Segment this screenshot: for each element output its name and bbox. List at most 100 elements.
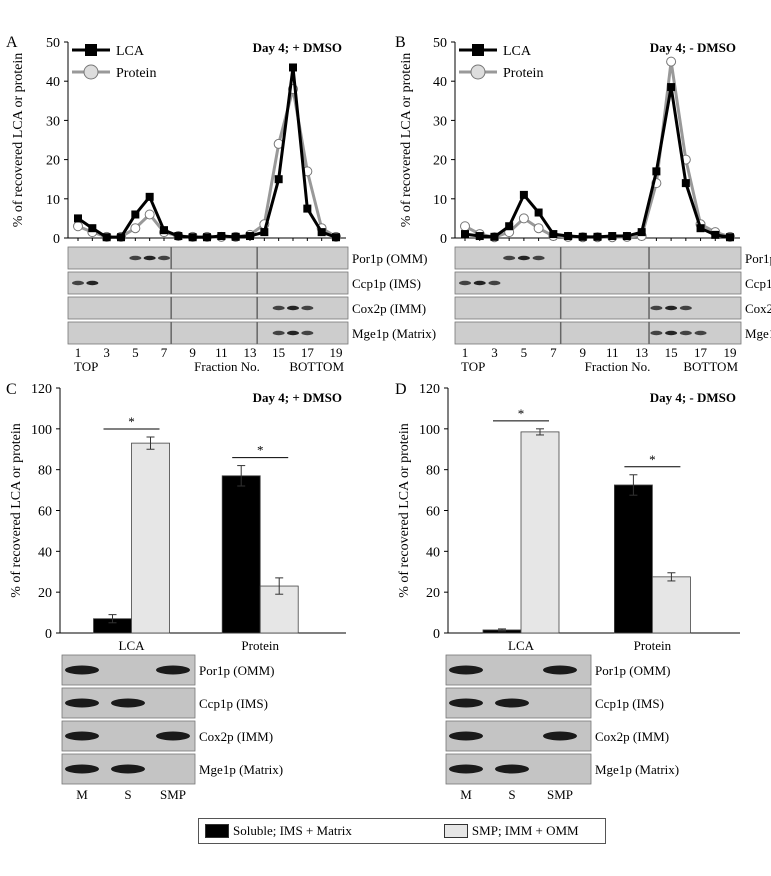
panel-a-letter: A [6,34,18,51]
panel-b-blot-label: Ccp1p (IMS) [745,276,771,291]
panel-a-point-lca [117,233,125,242]
panel-b-bottom-label: BOTTOM [683,359,738,374]
panel-d-blot-band [449,698,483,708]
panel-a-blot-label: Por1p (OMM) [352,251,427,266]
panel-b-point-lca [519,190,528,199]
panel-a-bottom-label: BOTTOM [289,359,344,374]
panel-c-ytick-label: 60 [38,505,52,520]
panel-b-fraction-number: 9 [580,345,587,360]
panel-b-point-lca [490,232,499,241]
panel-c-significance-star: * [257,443,264,458]
panel-d-blot-band [495,764,529,774]
panel-a-point-lca [231,232,240,241]
panel-b-blot-strip [454,321,742,345]
panel-a-blot-band [272,330,285,336]
panel-c-ytick-label: 40 [38,545,52,560]
panel-a-fraction-number: 19 [330,345,343,360]
panel-a-blot-strip [67,246,349,270]
panel-a-legend-label: LCA [116,44,145,59]
panel-a-blot-band [72,280,84,286]
panel-b-point-lca [637,228,646,237]
panel-b-point-lca [534,208,543,217]
legend-swatch-soluble [205,824,229,838]
panel-c-blot-band [156,731,190,741]
panel-b-point-protein [460,221,470,232]
panel-a-point-lca [174,232,183,241]
panel-b-fraction-number: 19 [724,345,737,360]
panel-a-blot-band [301,305,314,311]
panel-b-fraction-number: 7 [550,345,557,360]
panel-a-point-lca [260,228,269,237]
panel-b-blot-band [679,305,692,311]
panel-a-blot-band [301,330,314,336]
panel-b-point-lca [608,232,617,241]
panel-b-blot-band [650,305,663,311]
panel-d-ytick-label: 60 [426,505,440,520]
panel-c-lane-label: SMP [160,787,186,802]
panel-a-blot-strip [67,271,349,295]
panel-d-blot-band [449,665,483,675]
panel-d-ylabel: % of recovered LCA or protein [397,423,412,598]
panel-b-blot-band [679,330,692,336]
panel-c-lane-label: S [124,787,131,802]
panel-b-fraction-number: 1 [462,345,469,360]
panel-a-blot-band [287,330,299,336]
panel-a-point-lca [88,224,97,233]
panel-b-ytick-label: 20 [433,154,447,169]
panel-b-fraction-number: 15 [665,345,678,360]
panel-a-fraction-number: 5 [132,345,139,360]
panel-d-lane-label: S [508,787,515,802]
panel-d-lane-label: M [460,787,472,802]
panel-a-fraction-number: 9 [189,345,196,360]
panel-d-ytick-label: 120 [419,382,440,397]
panel-b-fraction-number: 17 [694,345,708,360]
panel-a-ylabel: % of recovered LCA or protein [11,53,26,228]
panel-b-blot-band [665,330,678,336]
panel-c-blot-band [111,698,145,708]
panel-c-blot-label: Cox2p (IMM) [199,729,273,744]
legend-label-smp: SMP; IMM + OMM [471,823,579,838]
panel-a-legend-marker [85,44,97,56]
panel-d-category-label: LCA [508,638,535,653]
panel-a-ytick-label: 10 [46,193,60,208]
panel-c-bar [131,442,170,634]
panel-b-blot-band [650,330,663,336]
panel-b-blot-band [503,255,516,261]
panel-a-blot-label: Mge1p (Matrix) [352,326,436,341]
panel-c-significance-star: * [128,414,135,429]
panel-a-fraction-number: 1 [75,345,82,360]
panel-a-point-lca [102,233,111,242]
panel-b-blot-band [473,280,486,286]
panel-b-point-lca [711,230,720,239]
panel-d-letter: D [395,381,407,398]
panel-d-bar [520,431,560,634]
panel-c-blot-label: Mge1p (Matrix) [199,762,283,777]
panel-c-ytick-label: 0 [45,627,52,642]
panel-b-top-label: TOP [461,359,485,374]
panel-d-blot-band [449,764,483,774]
panel-c-blot-band [65,665,99,675]
panel-d-significance-star: * [649,452,656,467]
panel-b-point-lca [564,232,573,241]
panel-d-category-label: Protein [634,638,672,653]
panel-a-point-lca [145,192,154,201]
panel-a-blot-band [86,280,99,286]
panel-b-blot-band [517,255,530,261]
panel-d-ytick-label: 80 [426,464,440,479]
panel-b-xlabel: Fraction No. [585,359,651,374]
panel-d-ytick-label: 100 [419,423,440,438]
panel-a-blot-band [143,255,156,261]
panel-b-ytick-label: 0 [440,232,447,247]
panel-b-blot-band [459,280,471,286]
panel-c-ytick-label: 100 [31,423,52,438]
panel-a-legend-label: Protein [116,66,156,81]
panel-b-point-lca [475,232,484,241]
panel-c-category-label: LCA [119,638,146,653]
panel-a-fraction-number: 7 [161,345,168,360]
panel-a-ytick-label: 40 [46,75,60,90]
panel-a-title: Day 4; + DMSO [253,40,342,55]
panel-b-blot-band [532,255,545,261]
panel-a-line-lca [77,67,337,239]
panel-a-blot-label: Cox2p (IMM) [352,301,426,316]
panel-a-xlabel: Fraction No. [194,359,260,374]
